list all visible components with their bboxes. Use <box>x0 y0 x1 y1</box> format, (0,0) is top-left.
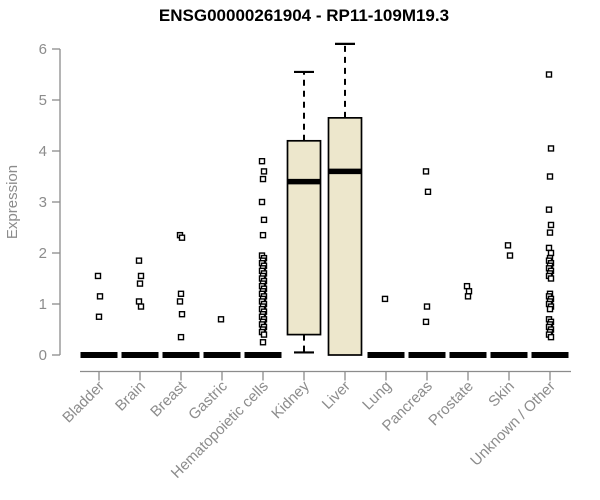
outlier-point <box>506 252 514 259</box>
y-axis-tick-label: 6 <box>39 41 47 58</box>
outlier-point <box>547 221 555 229</box>
y-axis-tick-label: 1 <box>39 296 47 313</box>
outlier-point <box>217 316 225 323</box>
box <box>327 116 363 356</box>
outlier-point <box>260 168 268 175</box>
zero-median-bar <box>203 352 241 358</box>
x-axis-category-label: Lung <box>359 378 395 414</box>
outlier-point <box>94 272 102 280</box>
x-axis-category-label: Breast <box>147 377 190 420</box>
zero-median-bar <box>408 352 446 358</box>
outlier-point <box>547 275 555 282</box>
x-axis-category-label: Bladder <box>59 378 108 427</box>
x-axis-category-label: Kidney <box>268 377 313 422</box>
x-axis-category-label: Skin <box>485 378 518 411</box>
boxes-layer <box>80 116 569 358</box>
outliers-layer <box>94 71 555 346</box>
x-axis-category-label: Prostate <box>425 378 477 430</box>
outlier-point <box>137 303 145 310</box>
outlier-point <box>545 244 553 252</box>
outlier-point <box>422 318 430 326</box>
outlier-point <box>95 313 103 320</box>
y-axis-tick-label: 5 <box>39 92 47 109</box>
outlier-point <box>136 280 144 287</box>
outlier-point <box>464 293 472 300</box>
x-axis-category-label: Liver <box>319 378 354 413</box>
chart-title: ENSG00000261904 - RP11-109M19.3 <box>159 6 449 25</box>
outlier-point <box>258 198 266 206</box>
outlier-point <box>463 282 471 290</box>
y-axis-tick-label: 0 <box>39 347 47 364</box>
outlier-point <box>547 145 555 152</box>
y-axis-label: Expression <box>4 165 21 239</box>
outlier-point <box>258 157 266 165</box>
x-axis-category-label: Brain <box>112 378 149 415</box>
outlier-point <box>177 290 185 297</box>
outlier-point <box>176 298 184 305</box>
outlier-point <box>135 257 143 264</box>
outlier-point <box>137 272 145 280</box>
outlier-point <box>259 231 267 239</box>
box <box>286 139 322 336</box>
outlier-point <box>135 298 143 305</box>
zero-median-bar <box>80 352 118 358</box>
outlier-point <box>178 234 186 241</box>
outlier-point <box>260 331 268 338</box>
outlier-point <box>260 216 268 224</box>
outlier-point <box>547 249 555 257</box>
y-axis-tick-label: 3 <box>39 194 47 211</box>
outlier-point <box>546 229 554 236</box>
outlier-point <box>96 293 104 300</box>
zero-median-bar <box>490 352 528 358</box>
outlier-point <box>423 303 431 310</box>
outlier-point <box>545 71 553 78</box>
outlier-point <box>422 168 430 175</box>
outlier-point <box>547 333 555 341</box>
outlier-point <box>259 175 267 183</box>
zero-median-bar <box>367 352 405 358</box>
outlier-point <box>504 242 512 249</box>
outlier-point <box>381 295 389 303</box>
y-axis-tick-label: 4 <box>39 143 47 160</box>
zero-median-bar <box>531 352 569 358</box>
outlier-point <box>545 206 553 213</box>
zero-median-bar <box>121 352 159 358</box>
zero-median-bar <box>449 352 487 358</box>
outlier-point <box>177 333 185 341</box>
zero-median-bar <box>162 352 200 358</box>
outlier-point <box>465 288 473 295</box>
whiskers-layer <box>294 42 355 354</box>
outlier-point <box>546 305 554 313</box>
outlier-point <box>178 311 186 318</box>
outlier-point <box>424 188 432 196</box>
y-axis-tick-label: 2 <box>39 245 47 262</box>
zero-median-bar <box>244 352 282 358</box>
outlier-point <box>546 173 554 180</box>
outlier-point <box>259 339 267 346</box>
